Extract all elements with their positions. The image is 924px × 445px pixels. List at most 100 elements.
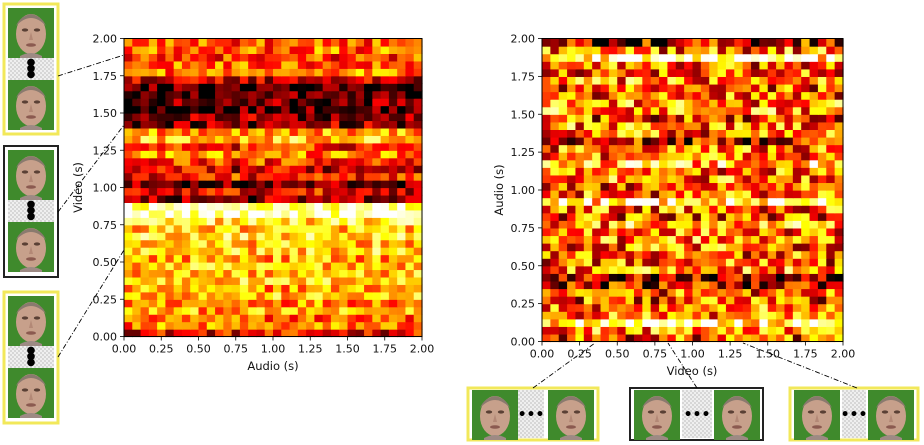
heatmap-cell [725,68,735,77]
heatmap-cell [198,38,208,47]
heatmap-cell [542,190,551,199]
heatmap-cell [364,314,373,323]
heatmap-cell [355,314,365,323]
heatmap-cell [826,136,836,146]
heatmap-cell [809,53,819,62]
heatmap-cell [264,165,274,174]
heatmap-cell [725,136,735,146]
heatmap-cell [157,180,166,189]
heatmap-cell [223,165,233,174]
heatmap-cell [157,269,166,278]
heatmap-cell [173,224,183,233]
heatmap-cell [709,303,719,312]
heatmap-cell [725,83,735,93]
heatmap-cell [650,212,660,221]
heatmap-cell [165,142,175,151]
heatmap-cell [592,258,602,267]
heatmap-cell [239,262,249,271]
heatmap-cell [132,217,142,226]
heatmap-cell [397,232,407,241]
heatmap-cell [306,284,315,293]
heatmap-cell [801,129,811,138]
heatmap-cell [776,265,786,274]
heatmap-cell [600,273,610,282]
heatmap-cell [413,224,423,233]
heatmap-cell [826,227,836,237]
heatmap-cell [826,288,836,297]
heatmap-cell [659,250,669,259]
heatmap-cell [725,280,735,290]
heatmap-cell [684,68,694,77]
heatmap-cell [625,220,635,229]
y-tick-label: 1.50 [93,107,118,120]
heatmap-cell [148,157,158,166]
heatmap-cell [215,60,224,69]
heatmap-cell [600,174,610,184]
heatmap-cell [124,224,133,233]
heatmap-cell [809,38,819,47]
heatmap-cell [190,90,200,99]
heatmap-cell [625,190,635,199]
heatmap-cell [215,127,224,136]
heatmap-cell [692,220,702,229]
heatmap-cell [834,68,844,77]
heatmap-cell [372,53,382,62]
heatmap-cell [826,53,836,62]
heatmap-cell [339,172,349,181]
heatmap-cell [364,202,373,211]
heatmap-cell [347,142,357,151]
heatmap-cell [339,254,349,263]
heatmap-cell [364,299,373,308]
heatmap-cell [248,321,258,330]
heatmap-cell [215,314,224,323]
heatmap-cell [608,280,618,290]
heatmap-cell [583,326,593,335]
heatmap-cell [364,157,373,166]
heatmap-cell [215,187,224,196]
heatmap-cell [397,157,407,166]
heatmap-cell [558,152,568,161]
heatmap-cell [413,113,423,122]
heatmap-cell [181,202,191,211]
heatmap-cell [784,144,794,153]
heatmap-cell [608,106,618,115]
heatmap-cell [792,265,802,274]
ellipsis-dots: ● [27,345,36,356]
heatmap-cell [347,150,357,159]
heatmap-cell [550,280,560,290]
heatmap-cell [834,53,844,62]
heatmap-cell [542,205,551,214]
heatmap-cell [273,157,282,166]
heatmap-cell [567,53,577,62]
heatmap-cell [826,152,836,161]
heatmap-cell [826,121,836,130]
heatmap-cell [600,265,610,274]
heatmap-cell [633,288,643,297]
heatmap-cell [792,197,802,206]
heatmap-cell [617,326,627,335]
heatmap-cell [264,120,274,129]
heatmap-cell [709,61,719,70]
heatmap-cell [776,136,786,146]
heatmap-cell [140,291,150,300]
heatmap-cell [717,220,727,229]
heatmap-cell [650,76,660,85]
heatmap-cell [306,224,315,233]
heatmap-cell [314,284,324,293]
heatmap-cell [567,144,577,153]
heatmap-cell [659,205,669,214]
heatmap-cell [709,227,719,237]
heatmap-cell [330,209,340,218]
heatmap-cell [659,152,669,161]
heatmap-cell [239,299,249,308]
heatmap-cell [322,276,332,285]
heatmap-cell [717,83,727,93]
heatmap-cell [567,235,577,244]
heatmap-cell [256,232,266,241]
heatmap-cell [281,239,291,248]
heatmap-cell [575,280,585,290]
heatmap-cell [124,247,133,256]
heatmap-cell [215,217,224,226]
heatmap-cell [558,258,568,267]
heatmap-cell [550,273,560,282]
